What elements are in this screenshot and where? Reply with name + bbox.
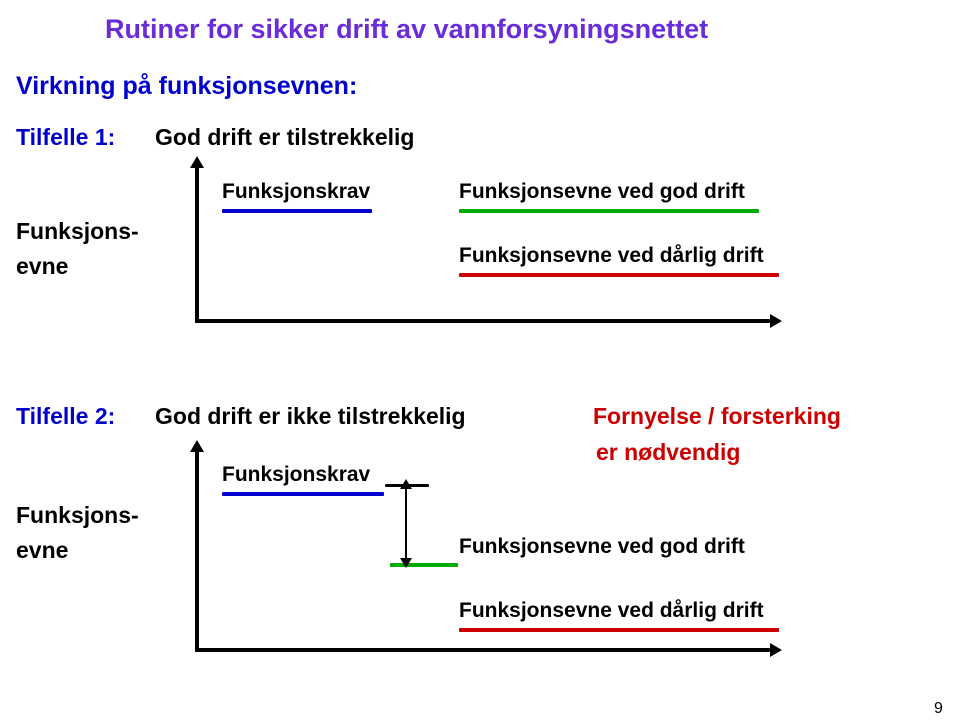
- case1-arrow-up-icon: [190, 156, 204, 168]
- slide: { "title": { "text": "Rutiner for sikker…: [0, 0, 960, 723]
- case2-label: Tilfelle 2:: [16, 403, 115, 430]
- case1-bad-line: [459, 273, 779, 277]
- case1-krav-line: [222, 209, 372, 213]
- case2-good-label: Funksjonsevne ved god drift: [459, 535, 745, 559]
- case1-desc: God drift er tilstrekkelig: [155, 124, 414, 151]
- case2-axis-x: [195, 648, 770, 652]
- case1-arrow-right-icon: [770, 314, 782, 328]
- subtitle: Virkning på funksjonsevnen:: [16, 72, 357, 101]
- case1-ylabel-line1: Funksjons-: [16, 218, 139, 245]
- case1-ylabel-line2: evne: [16, 253, 68, 280]
- case2-gap-arrow-icon: [405, 487, 407, 560]
- case2-arrow-up-icon: [190, 440, 204, 452]
- case2-axis-y: [195, 448, 199, 652]
- case1-axis-x: [195, 319, 770, 323]
- case1-krav-label: Funksjonskrav: [222, 180, 370, 204]
- case2-arrow-right-icon: [770, 643, 782, 657]
- case1-label: Tilfelle 1:: [16, 124, 115, 151]
- case1-good-line: [459, 209, 759, 213]
- case2-krav-label: Funksjonskrav: [222, 463, 370, 487]
- case2-krav-line: [222, 492, 384, 496]
- case1-good-label: Funksjonsevne ved god drift: [459, 180, 745, 204]
- page-number: 9: [934, 700, 943, 718]
- case2-desc: God drift er ikke tilstrekkelig: [155, 403, 466, 430]
- case2-bad-line: [459, 628, 779, 632]
- case2-ylabel-line2: evne: [16, 537, 68, 564]
- case2-bad-label: Funksjonsevne ved dårlig drift: [459, 599, 764, 623]
- case2-need-line2: er nødvendig: [596, 439, 740, 466]
- case2-need-line1: Fornyelse / forsterking: [593, 403, 841, 430]
- case2-ylabel-line1: Funksjons-: [16, 502, 139, 529]
- case1-axis-y: [195, 164, 199, 323]
- case1-bad-label: Funksjonsevne ved dårlig drift: [459, 244, 764, 268]
- slide-title: Rutiner for sikker drift av vannforsynin…: [105, 14, 708, 45]
